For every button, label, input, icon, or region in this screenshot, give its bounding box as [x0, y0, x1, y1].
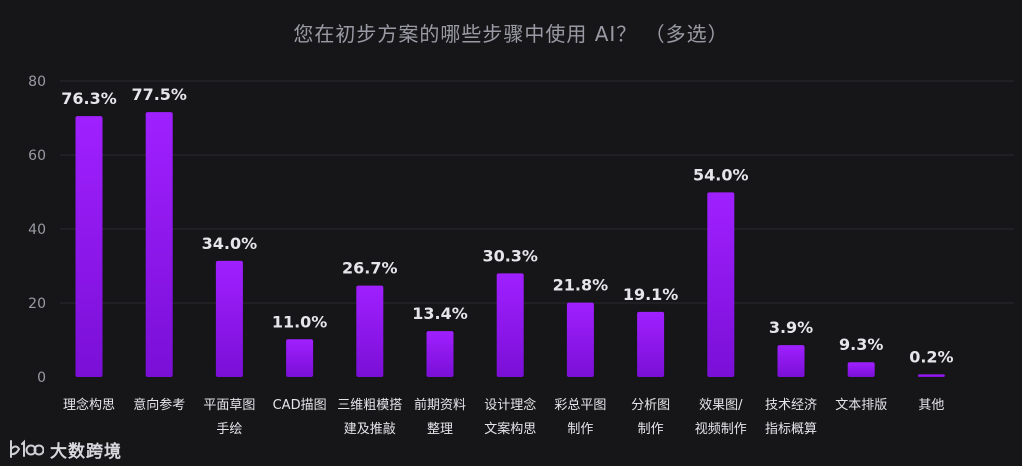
y-tick-label: 0 [37, 370, 46, 386]
x-tick-label: 其他 [918, 398, 944, 413]
x-tick-label: 技术经济 [765, 398, 817, 413]
x-tick-label: 效果图/ [699, 398, 743, 413]
y-tick-label: 40 [28, 222, 46, 238]
data-label: 54.0% [693, 165, 749, 184]
y-axis-ticks: 0 20 40 60 80 [28, 74, 46, 386]
y-tick-label: 20 [28, 296, 46, 312]
bar [637, 311, 665, 377]
x-tick-label: 三维粗模搭 [337, 397, 402, 413]
x-tick-label: 理念构思 [63, 397, 115, 413]
brand-logo-icon [10, 439, 44, 458]
data-label: 34.0% [202, 234, 258, 253]
data-label: 13.4% [412, 304, 468, 323]
data-label: 21.8% [553, 276, 609, 295]
x-tick-label: 建及推敲 [344, 421, 396, 437]
data-label: 77.5% [131, 85, 187, 104]
brand-watermark: 大数跨境 [8, 436, 122, 462]
x-tick-label: 平面草图 [203, 398, 255, 413]
x-tick-label: 彩总平图 [554, 398, 606, 413]
data-label: 26.7% [342, 259, 398, 278]
bar [566, 302, 594, 377]
bars [75, 112, 945, 378]
x-tick-label: 分析图 [631, 398, 670, 413]
x-tick-label: 制作 [567, 422, 593, 437]
x-tick-label: 意向参考 [133, 397, 185, 413]
brand-name: 大数跨境 [50, 441, 122, 462]
x-tick-label: CAD描图 [273, 398, 327, 413]
data-label: 30.3% [482, 246, 538, 265]
bar [777, 345, 805, 377]
data-labels: 76.3% 77.5% 34.0% 11.0% 26.7% 13.4% 30.3% 21.8%… [61, 85, 953, 366]
bar [707, 192, 735, 377]
bar [426, 331, 454, 377]
x-tick-label: 文案构思 [484, 422, 536, 437]
data-label: 76.3% [61, 89, 117, 108]
data-label: 19.1% [623, 285, 679, 304]
y-tick-label: 80 [28, 74, 46, 90]
bar [286, 339, 314, 377]
x-tick-label: 文本排版 [835, 398, 887, 413]
x-tick-label: 手绘 [216, 422, 242, 437]
y-tick-label: 60 [28, 148, 46, 164]
x-tick-label: 制作 [638, 422, 664, 437]
bar [215, 260, 243, 377]
x-tick-label: 前期资料 [414, 397, 466, 413]
x-tick-label: 视频制作 [695, 422, 747, 437]
data-label: 11.0% [272, 312, 328, 331]
data-label: 9.3% [839, 335, 883, 354]
bar [496, 273, 524, 377]
x-tick-label: 指标概算 [765, 422, 817, 437]
chart-title: 您在初步方案的哪些步骤中使用 AI？ （多选） [293, 22, 729, 46]
data-label: 3.9% [769, 318, 813, 337]
data-label: 0.2% [909, 347, 953, 366]
x-tick-label: 整理 [427, 422, 453, 437]
gridlines [60, 80, 1014, 304]
bar [75, 116, 103, 378]
bar [145, 112, 173, 377]
bar [356, 285, 384, 377]
bar [847, 362, 875, 377]
bar [917, 374, 945, 377]
x-tick-label: 设计理念 [484, 397, 536, 413]
